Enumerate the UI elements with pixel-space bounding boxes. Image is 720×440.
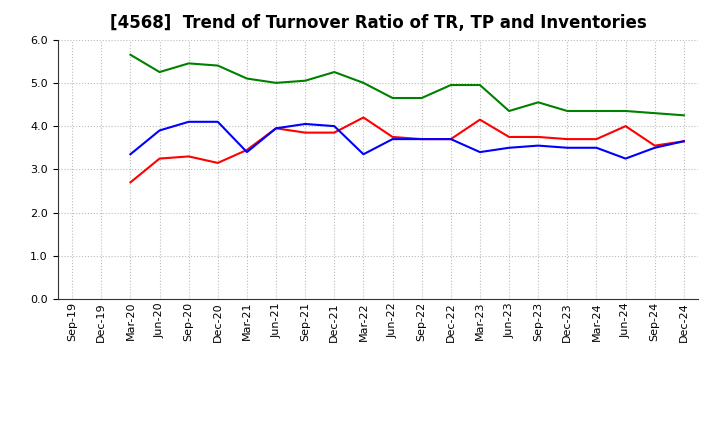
Trade Payables <box>592 145 600 150</box>
Trade Receivables <box>271 126 280 131</box>
Inventories <box>359 80 368 85</box>
Trade Payables <box>184 119 193 125</box>
Trade Receivables <box>680 139 688 144</box>
Trade Receivables <box>476 117 485 122</box>
Inventories <box>505 108 513 114</box>
Trade Payables <box>126 152 135 157</box>
Inventories <box>446 82 455 88</box>
Trade Payables <box>534 143 543 148</box>
Trade Receivables <box>388 134 397 139</box>
Inventories <box>301 78 310 83</box>
Trade Receivables <box>330 130 338 135</box>
Inventories <box>650 110 659 116</box>
Inventories <box>388 95 397 101</box>
Trade Receivables <box>184 154 193 159</box>
Inventories <box>330 70 338 75</box>
Trade Receivables <box>592 136 600 142</box>
Trade Receivables <box>156 156 164 161</box>
Inventories <box>243 76 251 81</box>
Trade Receivables <box>446 136 455 142</box>
Inventories <box>563 108 572 114</box>
Trade Receivables <box>126 180 135 185</box>
Inventories <box>184 61 193 66</box>
Inventories <box>271 80 280 85</box>
Trade Payables <box>330 124 338 129</box>
Trade Payables <box>446 136 455 142</box>
Trade Receivables <box>301 130 310 135</box>
Inventories <box>534 100 543 105</box>
Trade Receivables <box>243 147 251 153</box>
Line: Trade Receivables: Trade Receivables <box>130 117 684 182</box>
Trade Payables <box>388 136 397 142</box>
Inventories <box>680 113 688 118</box>
Inventories <box>418 95 426 101</box>
Title: [4568]  Trend of Turnover Ratio of TR, TP and Inventories: [4568] Trend of Turnover Ratio of TR, TP… <box>109 15 647 33</box>
Trade Payables <box>243 150 251 155</box>
Trade Payables <box>301 121 310 127</box>
Trade Receivables <box>418 136 426 142</box>
Trade Receivables <box>650 143 659 148</box>
Trade Receivables <box>621 124 630 129</box>
Trade Payables <box>680 139 688 144</box>
Inventories <box>476 82 485 88</box>
Trade Payables <box>621 156 630 161</box>
Trade Payables <box>156 128 164 133</box>
Trade Receivables <box>534 134 543 139</box>
Inventories <box>213 63 222 68</box>
Line: Inventories: Inventories <box>130 55 684 115</box>
Inventories <box>126 52 135 57</box>
Trade Payables <box>563 145 572 150</box>
Trade Payables <box>359 152 368 157</box>
Line: Trade Payables: Trade Payables <box>130 122 684 158</box>
Inventories <box>592 108 600 114</box>
Trade Payables <box>213 119 222 125</box>
Trade Payables <box>650 145 659 150</box>
Trade Payables <box>505 145 513 150</box>
Trade Receivables <box>359 115 368 120</box>
Inventories <box>156 70 164 75</box>
Trade Receivables <box>505 134 513 139</box>
Inventories <box>621 108 630 114</box>
Trade Receivables <box>213 160 222 165</box>
Trade Payables <box>418 136 426 142</box>
Trade Receivables <box>563 136 572 142</box>
Trade Payables <box>271 126 280 131</box>
Trade Payables <box>476 150 485 155</box>
